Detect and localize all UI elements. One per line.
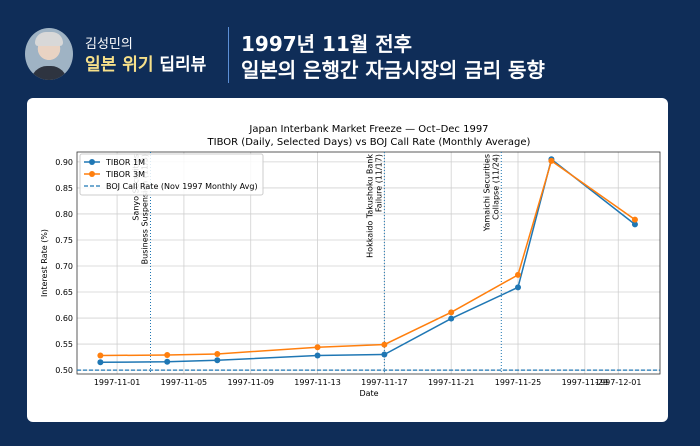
brand-series: 일본 위기 딥리뷰	[85, 50, 206, 75]
x-axis-label: Date	[359, 389, 378, 398]
data-point	[164, 358, 171, 365]
data-point	[97, 359, 104, 366]
data-point	[631, 221, 638, 228]
line-chart: Japan Interbank Market Freeze — Oct–Dec …	[40, 124, 661, 398]
y-tick-label: 0.70	[55, 262, 73, 271]
author-photo	[25, 28, 73, 80]
y-tick-label: 0.85	[55, 184, 73, 193]
chart-title: Japan Interbank Market Freeze — Oct–Dec …	[248, 124, 488, 135]
chart-subtitle: TIBOR (Daily, Selected Days) vs BOJ Call…	[207, 137, 531, 148]
data-point	[164, 352, 171, 359]
page-title-line1: 1997년 11월 전후	[241, 32, 413, 56]
plot-frame	[76, 151, 661, 375]
y-tick-label: 0.60	[55, 314, 73, 323]
legend-marker	[89, 171, 95, 177]
y-tick-label: 0.90	[55, 158, 73, 167]
event-label: Failure (11/17)	[374, 154, 383, 212]
event-label: Collapse (11/24)	[491, 154, 500, 220]
y-tick-label: 0.75	[55, 236, 73, 245]
x-tick-label: 1997-11-05	[161, 378, 208, 387]
event-label: Business Suspension (11/3)	[141, 154, 150, 264]
legend-marker	[89, 159, 95, 165]
data-point	[314, 352, 321, 359]
event-label: Yamaichi Securities	[482, 154, 491, 232]
data-point	[448, 309, 455, 316]
x-tick-label: 1997-11-29	[562, 378, 609, 387]
data-point	[381, 351, 388, 358]
y-tick-label: 0.65	[55, 288, 73, 297]
x-tick-label: 1997-12-01	[595, 378, 642, 387]
page-title-line2: 일본의 은행간 자금시장의 금리 동향	[241, 58, 545, 82]
data-point	[515, 271, 522, 278]
x-tick-label: 1997-11-09	[227, 378, 274, 387]
data-point	[548, 157, 555, 164]
legend-box	[79, 153, 264, 196]
y-tick-label: 0.50	[55, 366, 73, 375]
brand-rest: 딥리뷰	[159, 55, 207, 75]
legend-label: BOJ Call Rate (Nov 1997 Monthly Avg)	[106, 182, 258, 191]
data-point	[214, 357, 221, 364]
data-point	[314, 344, 321, 351]
data-point	[448, 315, 455, 322]
data-point	[97, 352, 104, 359]
y-tick-label: 0.80	[55, 210, 73, 219]
chart-card: Japan Interbank Market Freeze — Oct–Dec …	[27, 98, 668, 422]
legend-label: TIBOR 3M	[105, 170, 145, 179]
x-tick-label: 1997-11-25	[495, 378, 542, 387]
data-point	[214, 350, 221, 357]
y-tick-label: 0.55	[55, 340, 73, 349]
header-divider	[228, 27, 229, 83]
data-point	[515, 284, 522, 291]
brand-author: 김성민의	[85, 37, 133, 52]
data-point	[631, 216, 638, 223]
x-tick-label: 1997-11-13	[294, 378, 341, 387]
x-tick-label: 1997-11-21	[428, 378, 475, 387]
y-axis-label: Interest Rate (%)	[40, 229, 49, 297]
x-tick-label: 1997-11-17	[361, 378, 408, 387]
legend-label: TIBOR 1M	[105, 158, 145, 167]
event-label: Hokkaido Takushoku Bank	[365, 154, 374, 258]
x-tick-label: 1997-11-01	[94, 378, 141, 387]
data-point	[381, 341, 388, 348]
brand-highlight: 일본 위기	[85, 55, 154, 75]
